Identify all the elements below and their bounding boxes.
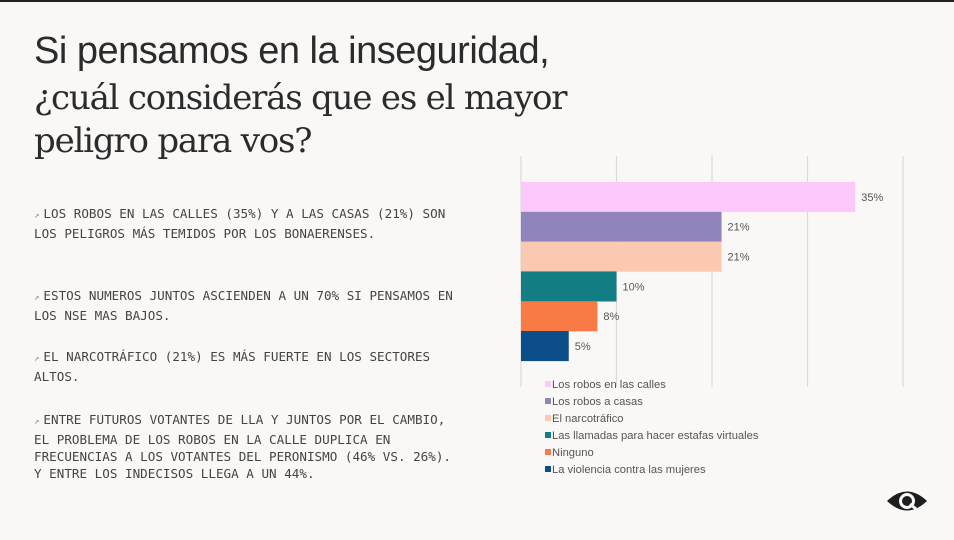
legend-swatch [545,466,551,472]
bullet-2: ↗ ESTOS NUMEROS JUNTOS ASCIENDEN A UN 70%… [34,288,453,323]
legend-label: Los robos en las calles [552,379,666,391]
bar [521,301,598,332]
bar [521,271,617,302]
bar [521,211,722,242]
page-subtitle: ¿cuál considerás que es el mayor peligro… [34,78,568,161]
bar-value-label: 10% [623,281,645,293]
bar [521,182,856,213]
legend-swatch [545,398,551,404]
legend-label: Las llamadas para hacer estafas virtuale… [552,430,759,442]
bar-value-label: 21% [728,222,750,234]
bar-value-label: 5% [575,341,591,353]
legend-swatch [545,432,551,438]
legend-swatch [545,415,551,421]
bullet-4: ↗ ENTRE FUTUROS VOTANTES DE LLA Y JUNTOS … [34,412,452,481]
legend-swatch [545,381,551,387]
bar [521,331,569,362]
bar-value-label: 35% [861,192,883,204]
arrow-up-right-icon: ↗ [34,417,40,427]
legend-label: Los robos a casas [552,396,643,408]
arrow-up-right-icon: ↗ [34,354,40,364]
arrow-up-right-icon: ↗ [34,293,40,303]
arrow-up-right-icon: ↗ [34,211,40,221]
bar [521,241,722,272]
bullet-1: ↗ LOS ROBOS EN LAS CALLES (35%) Y A LAS C… [34,206,446,241]
eye-icon [887,491,927,511]
legend-swatch [545,449,551,455]
legend-label: Ninguno [552,447,594,459]
bar-value-label: 8% [603,311,619,323]
top-border [0,0,954,2]
legend-label: La violencia contra las mujeres [552,464,706,476]
bar-value-label: 21% [728,252,750,264]
legend-label: El narcotráfico [552,413,624,425]
page-title: Si pensamos en la inseguridad, [34,30,550,72]
bullet-3: ↗ EL NARCOTRÁFICO (21%) ES MÁS FUERTE EN … [34,349,431,384]
